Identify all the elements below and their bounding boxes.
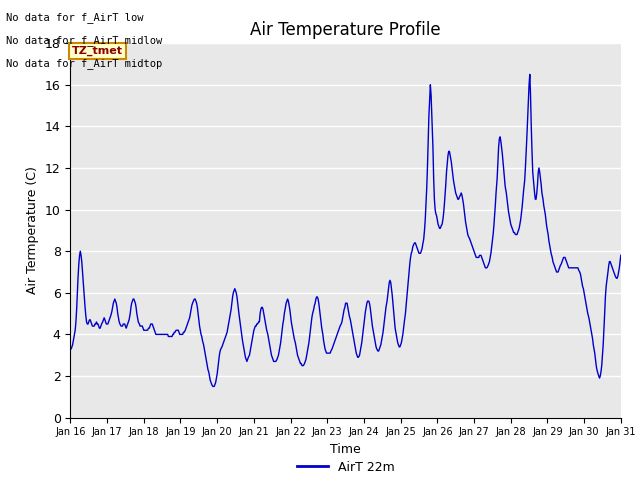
Text: No data for f_AirT low: No data for f_AirT low (6, 12, 144, 23)
X-axis label: Time: Time (330, 443, 361, 456)
Title: Air Temperature Profile: Air Temperature Profile (250, 21, 441, 39)
Text: No data for f_AirT midlow: No data for f_AirT midlow (6, 35, 163, 46)
Text: No data for f_AirT midtop: No data for f_AirT midtop (6, 58, 163, 69)
Legend: AirT 22m: AirT 22m (292, 456, 399, 479)
Text: TZ_tmet: TZ_tmet (72, 46, 124, 56)
Y-axis label: Air Termperature (C): Air Termperature (C) (26, 167, 39, 294)
